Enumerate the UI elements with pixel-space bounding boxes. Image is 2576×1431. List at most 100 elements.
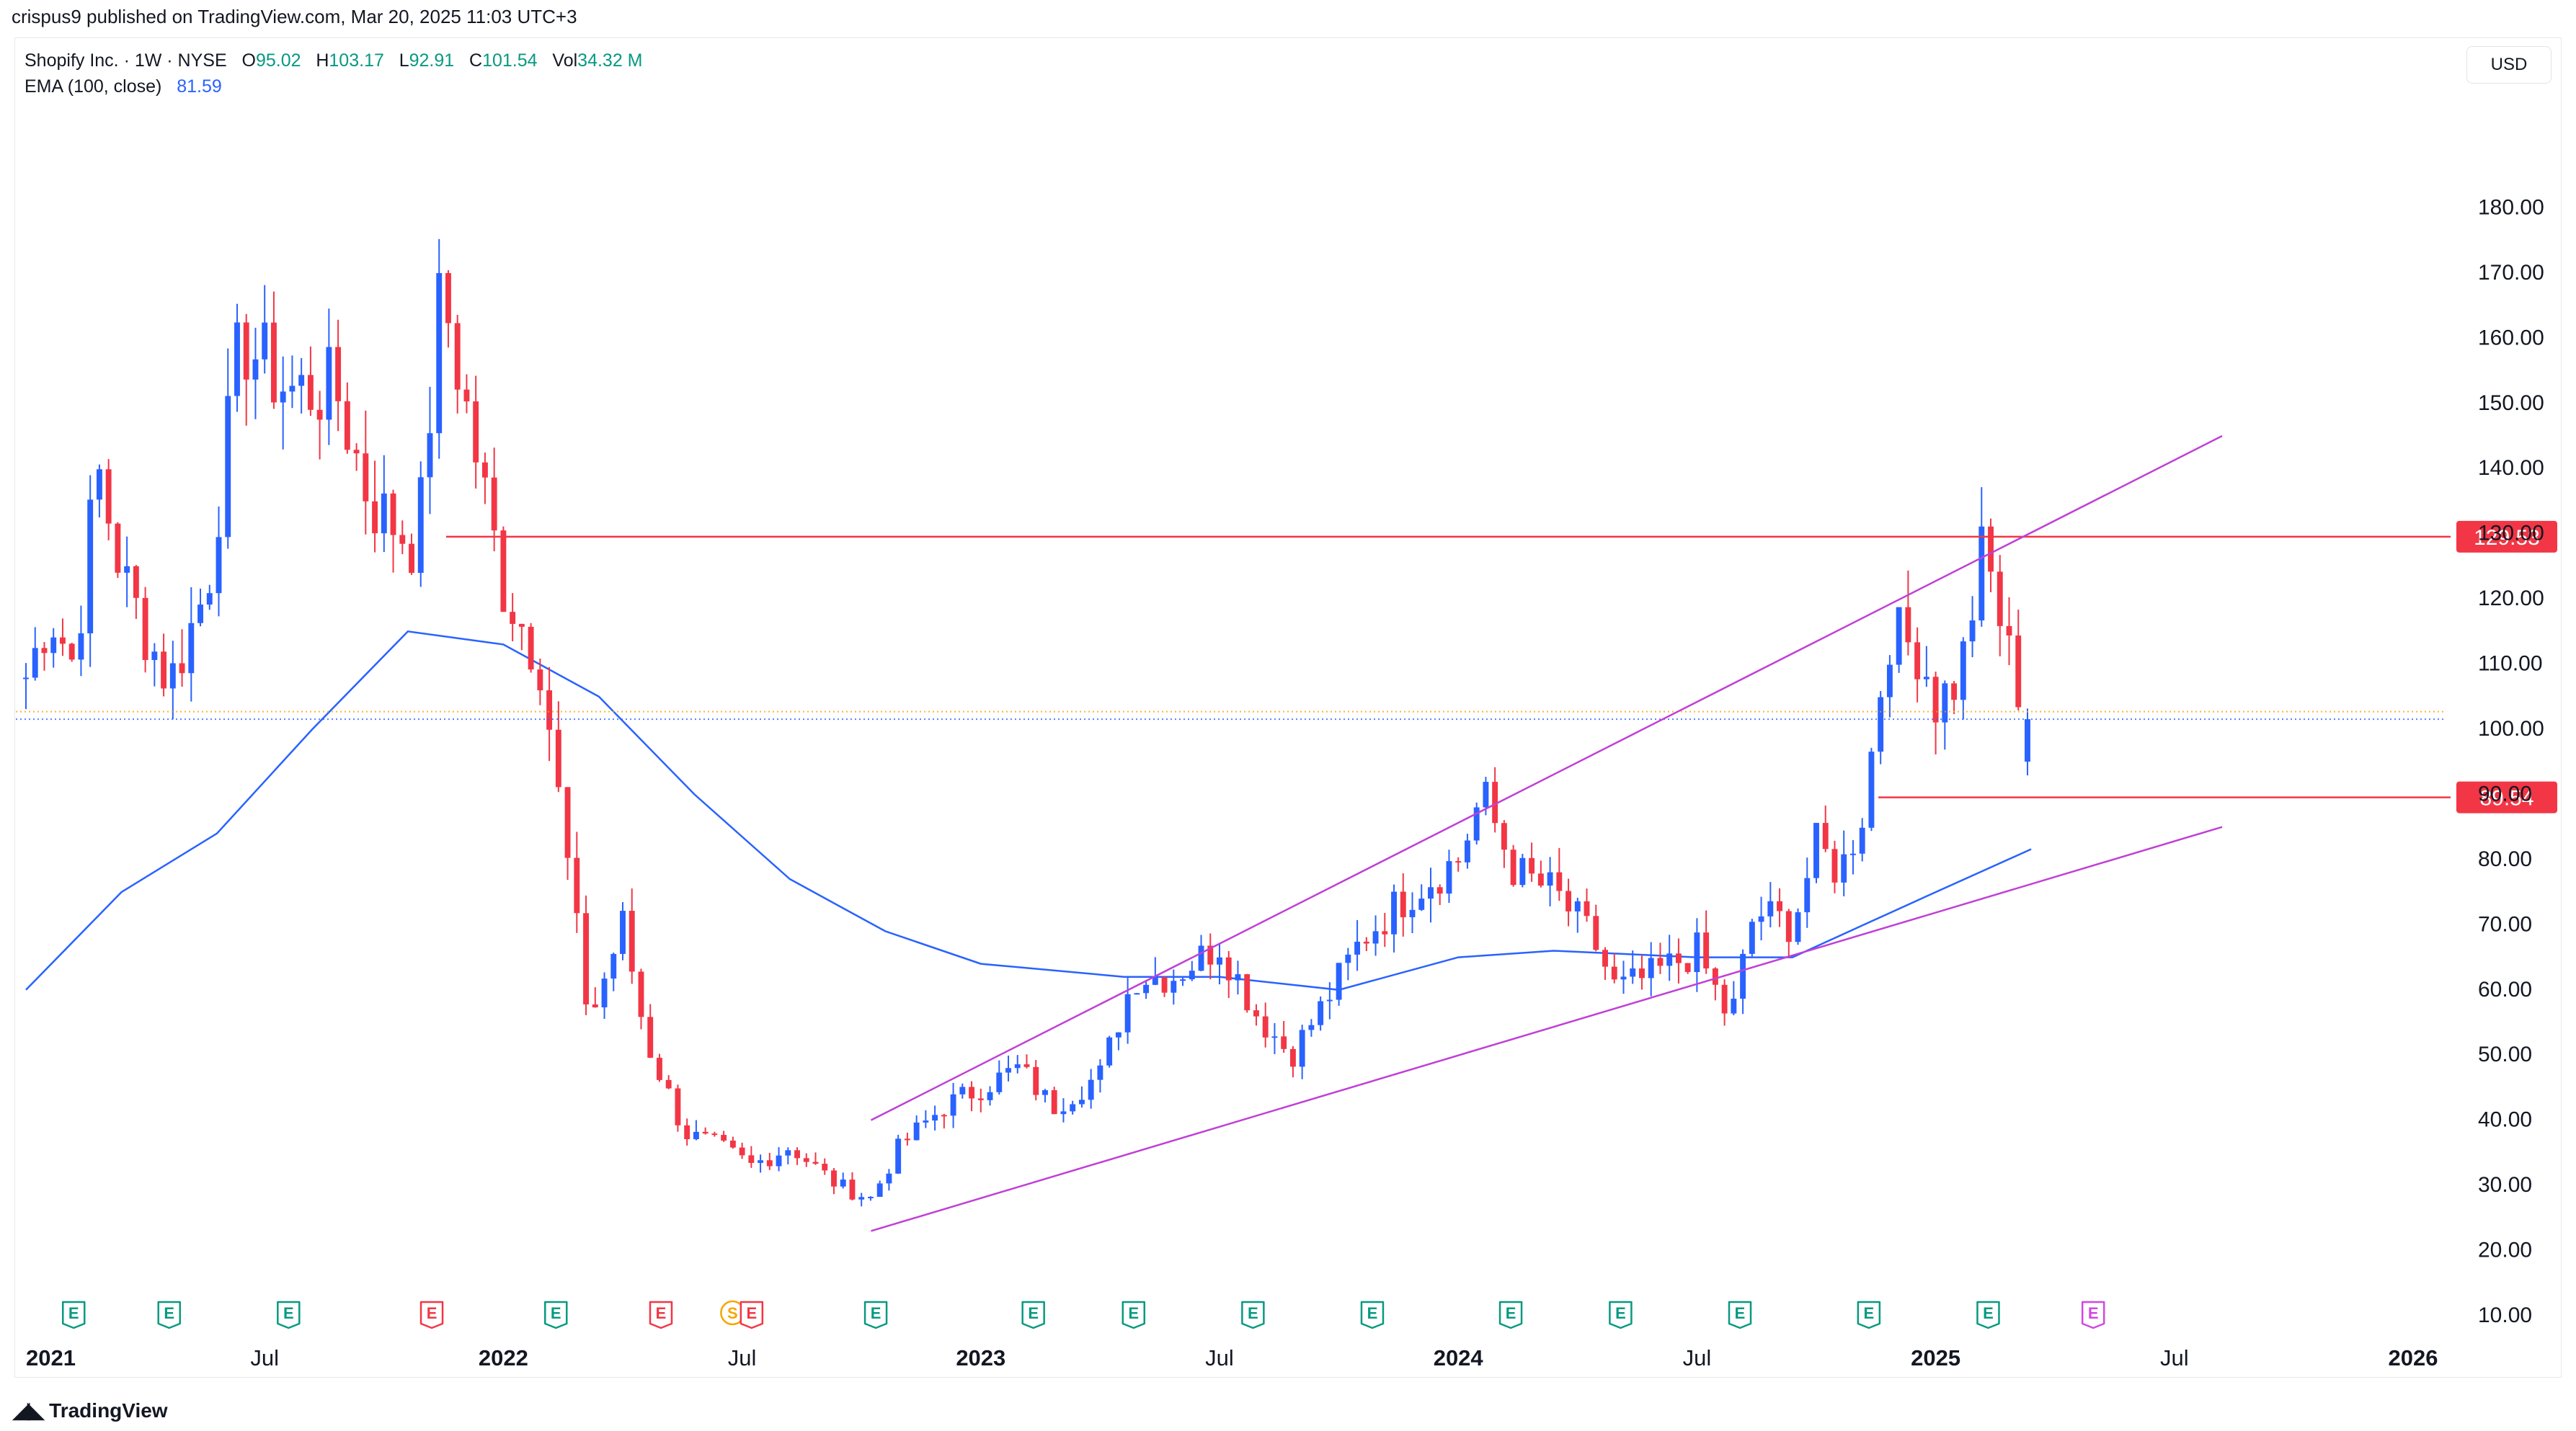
time-axis: 2021 Jul 2022 Jul 2023 Jul 2024 Jul 2025 Jul 2026 [26,1345,2438,1370]
candle-body [1400,891,1406,917]
candle-body [665,1079,672,1089]
candle-body [1611,966,1617,980]
earnings-icon [1728,1301,1752,1329]
candle-body [216,537,222,594]
event-marker[interactable]: E [157,1301,181,1329]
candle-body [1758,916,1764,922]
chart-frame [14,37,2562,1378]
candle-body [518,623,525,627]
candle-body [629,911,635,972]
candle-body [537,669,543,691]
event-marker[interactable]: E [544,1301,568,1329]
event-marker[interactable]: E [740,1301,764,1329]
ema-line [25,630,2032,991]
candle-body [711,1133,718,1136]
candle-body [1785,911,1792,942]
y-tick-label: 120.00 [2478,587,2544,610]
candle-body [1023,1064,1030,1067]
candle-body [592,1004,598,1008]
event-marker[interactable]: E [863,1301,888,1329]
event-marker[interactable]: E [1728,1301,1752,1329]
candle-body [1289,1048,1296,1067]
candle-body [1455,861,1462,863]
candle-body [1896,607,1902,665]
candle-body [785,1150,791,1156]
candle-body [124,566,130,573]
candle-body [298,375,305,386]
event-marker[interactable]: E [1498,1301,1523,1329]
candle-body [1382,931,1388,935]
candle-body [1850,853,1856,855]
symbol-name[interactable]: Shopify Inc. · 1W · NYSE [25,50,227,71]
y-tick-label: 40.00 [2478,1108,2532,1132]
candle-body [1666,953,1673,966]
candle-body [87,499,94,633]
candle-body [1198,945,1204,971]
candle-body [1372,931,1379,944]
candle-body [1473,807,1480,841]
candle-body [987,1092,993,1100]
candle-body [32,648,38,678]
candle-body [1436,887,1443,894]
candle-body [1244,974,1251,1011]
candle-body [996,1072,1003,1092]
candle-body [473,401,479,463]
candle-body [363,453,369,501]
event-marker[interactable]: E [419,1301,444,1329]
event-marker[interactable]: E [1360,1301,1385,1329]
candle-body [748,1155,755,1163]
candle-body [105,469,112,524]
event-marker[interactable]: E [1021,1301,1045,1329]
earnings-icon [1498,1301,1523,1329]
candle-body [1161,977,1168,993]
x-tick-label: 2024 [1434,1345,1484,1370]
candle-body [1639,968,1645,978]
candle-body [133,566,139,598]
candle-body [849,1180,856,1200]
event-marker[interactable]: E [61,1301,86,1329]
candle-body [381,493,387,534]
candle-body [344,401,350,450]
candle-body [1721,984,1728,1014]
level-price-label: 89.54 [2479,787,2533,811]
event-marker[interactable]: E [277,1301,301,1329]
candle-body [1822,823,1829,850]
earnings-icon [1122,1301,1146,1329]
candle-body [1510,850,1516,886]
candle-body [1171,981,1177,993]
candle-body [895,1138,902,1174]
ema-layer [25,630,2032,991]
event-marker[interactable]: S [720,1300,745,1326]
level-price-tag [2456,781,2557,813]
candle-body [913,1122,920,1141]
event-marker[interactable]: E [2081,1301,2105,1329]
candle-body [1235,974,1241,981]
candle-body [1106,1037,1113,1066]
event-marker[interactable]: E [1976,1301,2000,1329]
candle-body [206,593,213,605]
event-label: E [2088,1304,2099,1322]
candle-body [68,643,75,660]
candle-body [638,971,644,1017]
event-marker[interactable]: E [1241,1301,1265,1329]
event-marker[interactable]: E [1122,1301,1146,1329]
ema-label[interactable]: EMA (100, close) [25,76,162,97]
candle-body [1886,664,1893,697]
legend-ohlc-row: Shopify Inc. · 1W · NYSE O95.02 H103.17 … [25,50,643,71]
candle-body [234,322,240,396]
candle-body [941,1115,947,1117]
currency-button[interactable]: USD [2466,46,2551,84]
candle-body [2025,719,2030,762]
candle-body [647,1017,654,1058]
event-marker[interactable]: E [1609,1301,1633,1329]
earnings-icon [1857,1301,1881,1329]
event-marker[interactable]: E [1857,1301,1881,1329]
published-info: crispus9 published on TradingView.com, M… [12,6,577,27]
candle-body [1620,976,1627,980]
event-marker[interactable]: E [649,1301,673,1329]
x-tick-label: Jul [250,1345,279,1370]
event-label: E [1735,1304,1746,1322]
candle-body [1051,1089,1057,1115]
y-tick-label: 140.00 [2478,456,2544,480]
